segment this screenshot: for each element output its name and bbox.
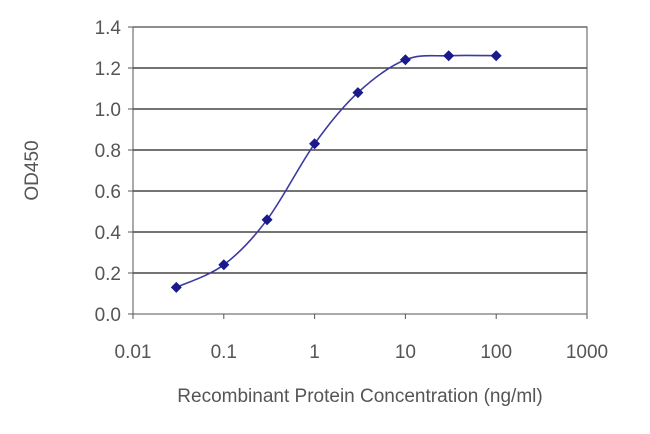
data-point-3 [309,138,321,150]
y-axis-ticks: 0.0 0.2 0.4 0.6 0.8 1.0 1.2 1.4 [95,18,133,326]
y-tick-label: 0.4 [95,223,122,244]
series-line [175,54,497,289]
y-tick-label: 0.6 [95,182,121,203]
plot-area-frame [132,26,588,315]
series-markers [170,50,502,293]
x-axis-ticks: 0.01 0.1 1 10 100 1000 [115,314,608,363]
y-tick-label: 0.0 [95,305,121,326]
x-tick-label: 1000 [566,342,608,363]
grid-lines [133,26,587,274]
data-point-2 [261,214,273,226]
data-point-4 [352,87,364,99]
x-tick-label: 0.01 [115,342,152,363]
x-tick-label: 1 [309,342,320,363]
x-tick-label: 10 [395,342,416,363]
x-tick-label: 100 [480,342,512,363]
data-point-1 [218,259,230,271]
x-tick-label: 0.1 [211,342,237,363]
y-tick-label: 1.4 [95,18,122,39]
y-tick-label: 0.8 [95,141,121,162]
y-tick-label: 1.0 [95,100,121,121]
data-point-0 [170,281,182,293]
y-tick-label: 0.2 [95,264,121,285]
data-point-6 [443,50,455,62]
data-point-7 [490,50,502,62]
y-tick-label: 1.2 [95,59,121,80]
data-point-5 [399,54,411,66]
x-axis-title: Recombinant Protein Concentration (ng/ml… [177,386,542,407]
y-axis-title: OD450 [22,140,43,200]
